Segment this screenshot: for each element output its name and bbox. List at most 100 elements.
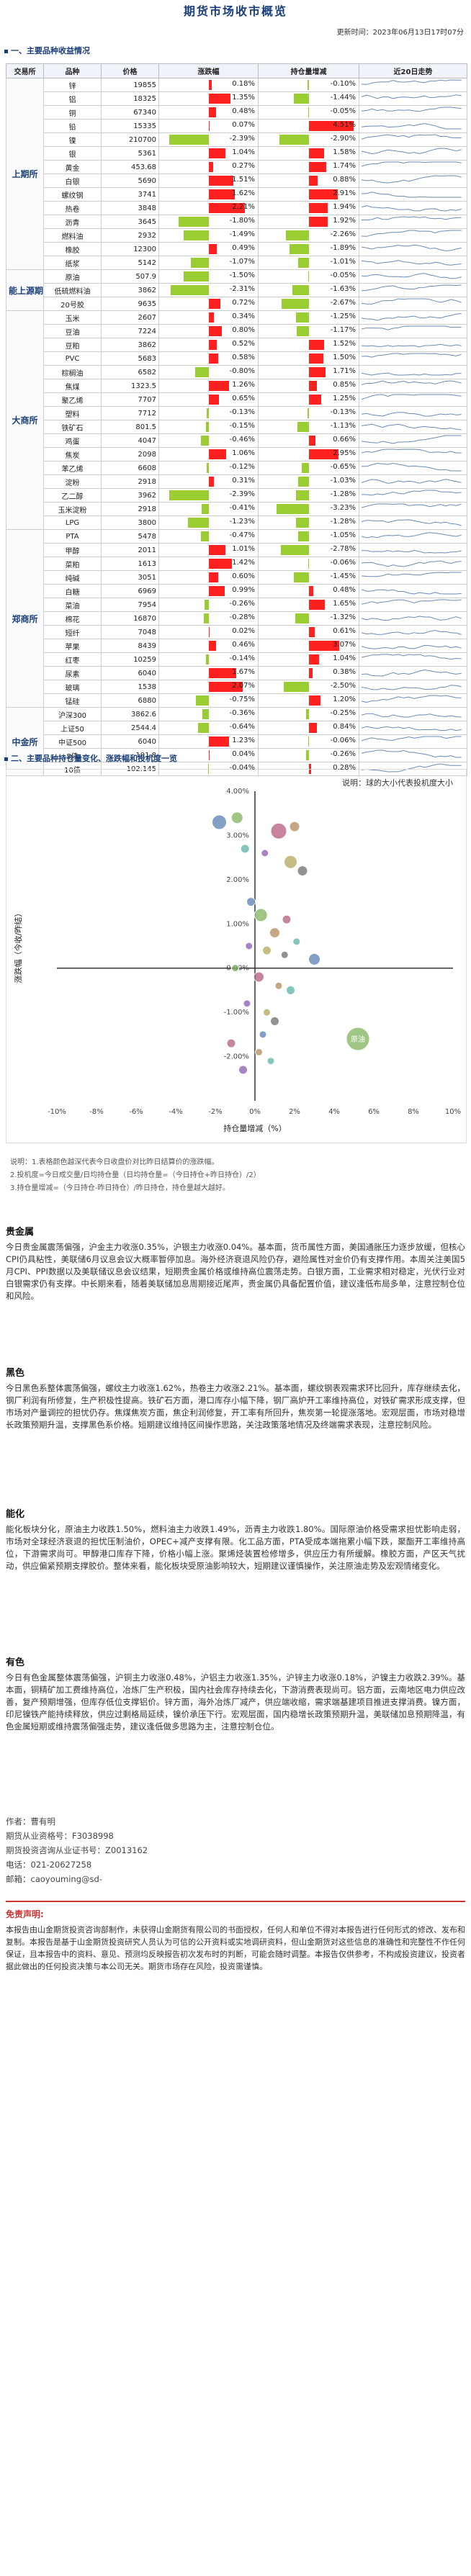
bubble-point [346, 1027, 370, 1051]
value-bar [208, 121, 210, 131]
sparkline [361, 669, 462, 677]
value-label: 1.25% [333, 395, 356, 402]
value-label: -1.25% [330, 312, 356, 320]
product-price: 5690 [101, 174, 159, 188]
value-label: 1.58% [333, 148, 356, 156]
sparkline [361, 353, 462, 358]
change-pct-cell: -0.15% [158, 420, 259, 434]
x-tick-label: 0% [249, 1108, 261, 1116]
bubble-point [274, 981, 283, 990]
sparkline-cell [359, 461, 467, 475]
product-name: 镍 [43, 132, 102, 147]
value-label: -1.07% [229, 258, 255, 266]
product-price: 2918 [101, 474, 159, 489]
table-row: 锰硅 6880 -0.75% 1.20% [6, 693, 467, 708]
table-header-3: 涨跌幅 [158, 63, 259, 78]
value-bar [308, 367, 326, 377]
value-label: -0.10% [330, 80, 356, 88]
value-bar [308, 271, 309, 282]
value-label: 1.20% [333, 695, 356, 703]
value-label: -1.17% [330, 326, 356, 334]
oi-change-cell: 1.94% [258, 201, 359, 215]
bubble-point [231, 964, 239, 973]
oi-change-cell: 1.65% [258, 598, 359, 612]
product-name: 白银 [43, 174, 102, 188]
product-name: 白糖 [43, 584, 102, 598]
oi-change-cell: -1.45% [258, 570, 359, 585]
value-bar [295, 518, 309, 528]
oi-change-cell: -1.28% [258, 488, 359, 503]
sparkline [361, 313, 462, 321]
note-2: 2.投机度=今日成交量/日均持仓量（日均持仓量=（今日持仓+昨日持仓）/2） [10, 1171, 261, 1179]
product-name: 红枣 [43, 652, 102, 667]
x-tick-label: 4% [328, 1108, 340, 1116]
value-label: 1.51% [232, 176, 255, 184]
oi-change-cell: -0.06% [258, 734, 359, 749]
value-label: 0.72% [232, 299, 255, 307]
value-bar [208, 244, 217, 254]
disclaimer-title: 免责声明: [6, 1909, 44, 1919]
value-bar [308, 654, 319, 665]
product-name: 铁矿石 [43, 420, 102, 434]
product-price: 507.9 [101, 269, 159, 284]
product-price: 3645 [101, 215, 159, 229]
sparkline [361, 616, 462, 621]
oi-change-cell: -1.03% [258, 474, 359, 489]
value-bar [308, 121, 354, 131]
value-label: 0.04% [232, 750, 255, 758]
table-row: 能上源期 原油 507.9 -1.50% -0.05% [6, 269, 467, 311]
sparkline [361, 107, 462, 112]
value-bar [169, 135, 209, 145]
bubble-point [270, 1016, 279, 1026]
sparkline [361, 79, 462, 85]
product-price: 12300 [101, 242, 159, 256]
value-bar [208, 94, 231, 104]
value-bar [208, 668, 236, 678]
product-name: 苹果 [43, 639, 102, 653]
value-bar [283, 682, 309, 692]
sparkline [362, 549, 462, 554]
bubble-point [243, 999, 251, 1008]
sparkline-cell [359, 474, 467, 489]
contact-email[interactable]: 邮箱：caoyouming@sd- [6, 1874, 102, 1884]
sparkline [362, 462, 462, 472]
value-bar [308, 641, 340, 651]
sparkline-cell [359, 488, 467, 503]
table-row: 铁矿石 801.5 -0.15% -1.13% [6, 420, 467, 434]
value-label: -3.23% [330, 504, 356, 512]
value-label: 1.62% [232, 189, 255, 197]
value-bar [294, 94, 309, 104]
value-label: -1.28% [330, 490, 356, 498]
value-label: -2.90% [330, 135, 356, 143]
value-bar [208, 312, 215, 323]
value-label: 1.06% [232, 449, 255, 457]
value-bar [206, 654, 209, 665]
product-price: 2932 [101, 228, 159, 243]
sparkline [361, 695, 462, 703]
oi-change-cell: -1.05% [258, 529, 359, 544]
sparkline-cell [359, 515, 467, 530]
value-bar [208, 381, 230, 391]
change-pct-cell: 0.60% [158, 570, 259, 585]
sparkline-cell [359, 283, 467, 297]
change-pct-cell: -0.47% [158, 529, 259, 544]
product-price: 3848 [101, 201, 159, 215]
product-price: 15335 [101, 119, 159, 133]
value-bar [297, 326, 309, 336]
section-2-title: 二、主要品种持仓量变化、涨跌幅和投机度一览 [4, 752, 177, 764]
sparkline-cell [359, 187, 467, 202]
bubble-point [230, 811, 243, 824]
table-row: 白糖 6969 0.99% 0.48% [6, 584, 467, 598]
commentary-text-precious: 今日贵金属震荡偏强，沪金主力收涨0.35%，沪银主力收涨0.04%。基本面，货币… [6, 1242, 465, 1301]
product-price: 2607 [101, 310, 159, 325]
value-label: 1.04% [333, 654, 356, 662]
product-price: 1538 [101, 680, 159, 694]
x-tick-label: -10% [48, 1108, 66, 1116]
value-bar [208, 203, 245, 213]
sparkline [361, 273, 462, 279]
change-pct-cell: 0.46% [158, 639, 259, 653]
value-bar [208, 80, 212, 90]
bubble-point [282, 914, 292, 924]
table-row: 大商所 玉米 2607 0.34% -1.25% [6, 310, 467, 530]
y-tick-label: -2.00% [224, 1053, 249, 1061]
